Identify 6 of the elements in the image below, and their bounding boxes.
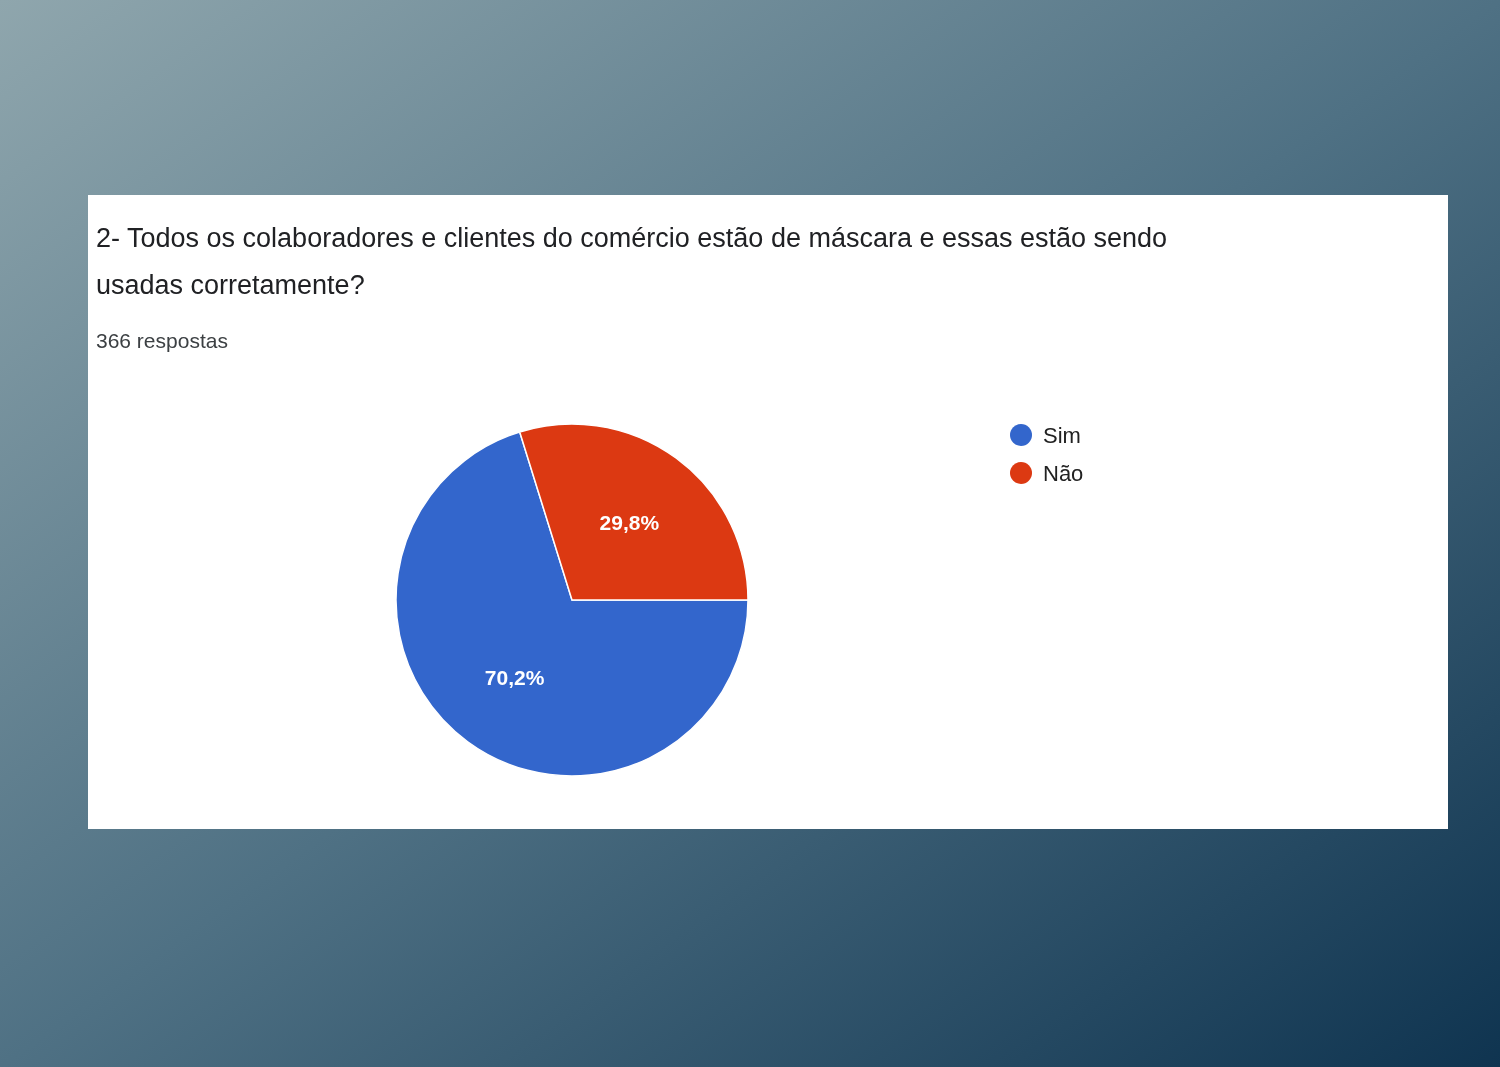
data-label: 29,8% [599, 510, 660, 534]
legend-label: Sim [1043, 422, 1081, 448]
chart-title: 2- Todos os colaboradores e clientes do comércio estão de máscara e essas estão sendo usadas corretamente? [96, 223, 1168, 300]
legend-label: Não [1043, 460, 1084, 486]
data-label: 70,2% [484, 666, 545, 690]
text: 366 respostas [96, 329, 228, 352]
